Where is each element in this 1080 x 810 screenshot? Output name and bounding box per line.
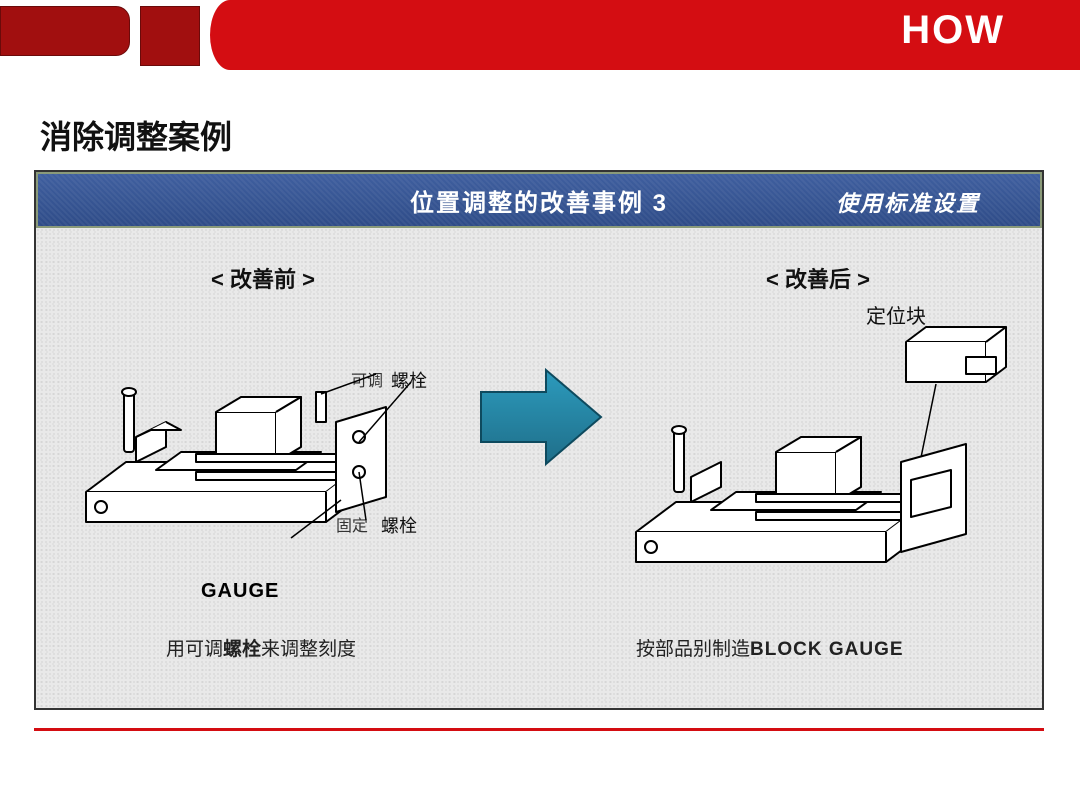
before-diagram xyxy=(66,322,486,612)
after-diagram xyxy=(616,302,1036,612)
header-left-tab xyxy=(0,6,130,56)
transition-arrow-icon xyxy=(476,362,606,472)
panel-header: 位置调整的改善事例 3 使用标准设置 xyxy=(36,172,1042,228)
header-red-square xyxy=(140,6,200,66)
before-caption-bold: 螺栓 xyxy=(223,639,261,660)
after-title: < 改善后 > xyxy=(766,262,870,294)
after-caption-bold: BLOCK GAUGE xyxy=(750,639,904,660)
after-caption-prefix: 按部品别制造 xyxy=(636,639,750,660)
before-caption-prefix: 用可调 xyxy=(166,639,223,660)
before-caption: 用可调螺栓来调整刻度 xyxy=(166,634,356,661)
after-caption: 按部品别制造BLOCK GAUGE xyxy=(636,634,904,661)
bottom-red-rule xyxy=(34,728,1044,731)
slide-header: HOW xyxy=(0,0,1080,70)
how-label: HOW xyxy=(901,8,1005,53)
section-title: 消除调整案例 xyxy=(40,112,232,158)
case-panel: 位置调整的改善事例 3 使用标准设置 < 改善前 > < 改善后 > 可调 螺栓… xyxy=(34,170,1044,710)
panel-header-subtitle: 使用标准设置 xyxy=(836,174,980,230)
before-title: < 改善前 > xyxy=(211,262,315,294)
before-caption-suffix: 来调整刻度 xyxy=(261,639,356,660)
